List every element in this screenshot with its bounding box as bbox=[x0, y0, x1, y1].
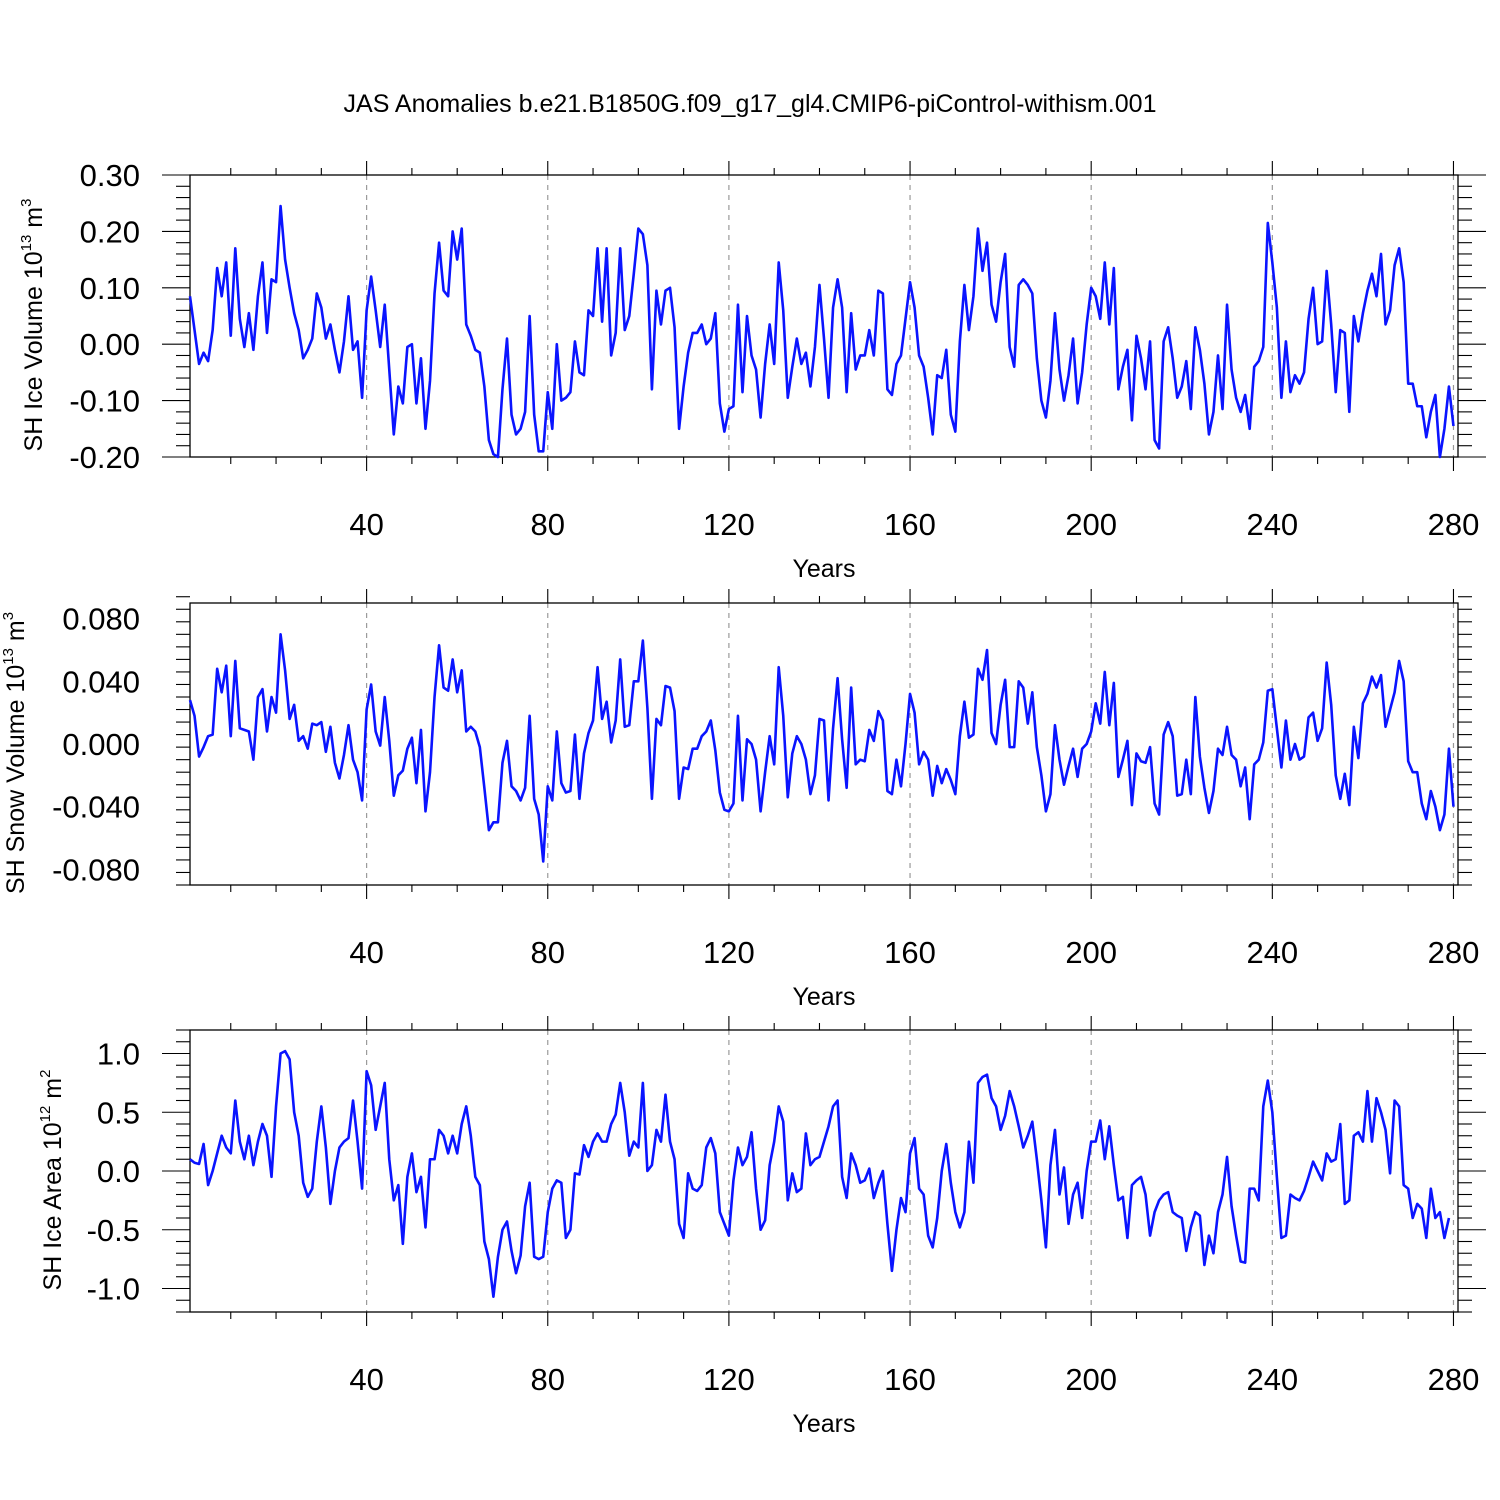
ice-volume-x-tick-label: 240 bbox=[1246, 507, 1298, 542]
snow-volume-x-tick-label: 280 bbox=[1428, 935, 1480, 970]
figure-title: JAS Anomalies b.e21.B1850G.f09_g17_gl4.C… bbox=[344, 90, 1157, 118]
ice-area-x-axis-label: Years bbox=[792, 1410, 855, 1438]
ice-area-line bbox=[189, 1049, 1451, 1299]
ice-volume-plot-frame bbox=[189, 174, 1459, 458]
snow-volume-y-axis-label: SH Snow Volume 1013 m3 bbox=[0, 612, 30, 894]
snow-volume-y-tick-label: 0.040 bbox=[62, 664, 140, 699]
ice-volume-x-axis-label: Years bbox=[792, 555, 855, 583]
snow-volume-grid bbox=[366, 603, 1455, 885]
ice-volume-x-tick-label: 280 bbox=[1428, 507, 1480, 542]
ice-volume-y-axis-label: SH Ice Volume 1013 m3 bbox=[18, 199, 48, 452]
ice-area-y-tick-label: -1.0 bbox=[87, 1272, 140, 1307]
ice-area-y-tick-label: 0.0 bbox=[97, 1154, 140, 1189]
ice-area-y-axis-label: SH Ice Area 1012 m2 bbox=[37, 1070, 67, 1291]
snow-volume-x-tick-labels: 40 80 120 160 200 240 280 bbox=[349, 935, 1479, 970]
snow-volume-panel: 40 80 120 160 200 240 280 -0.080 -0.040 0.000 0.0… bbox=[0, 589, 1479, 1011]
snow-volume-x-tick-label: 40 bbox=[349, 935, 383, 970]
ice-volume-y-tick-label: 0.00 bbox=[80, 327, 140, 362]
ice-volume-x-tick-label: 40 bbox=[349, 507, 383, 542]
ice-area-grid bbox=[366, 1030, 1455, 1312]
snow-volume-ticks bbox=[176, 589, 1472, 899]
ice-volume-y-tick-label: -0.10 bbox=[69, 384, 140, 419]
snow-volume-y-tick-labels: -0.080 -0.040 0.000 0.040 0.080 bbox=[52, 602, 140, 888]
ice-area-x-tick-label: 240 bbox=[1246, 1362, 1298, 1397]
ice-area-plot-frame bbox=[189, 1029, 1459, 1313]
ice-area-x-tick-label: 200 bbox=[1065, 1362, 1117, 1397]
snow-volume-y-tick-label: 0.000 bbox=[62, 727, 140, 762]
ice-volume-x-tick-label: 80 bbox=[531, 507, 565, 542]
snow-volume-y-tick-label: -0.040 bbox=[52, 790, 140, 825]
snow-volume-line bbox=[188, 633, 1455, 863]
snow-volume-x-tick-label: 120 bbox=[703, 935, 755, 970]
ice-area-x-tick-label: 160 bbox=[884, 1362, 936, 1397]
ice-volume-line bbox=[188, 204, 1455, 459]
ice-area-x-tick-label: 120 bbox=[703, 1362, 755, 1397]
ice-volume-y-tick-label: 0.20 bbox=[80, 214, 140, 249]
snow-volume-y-tick-label: -0.080 bbox=[52, 852, 140, 887]
ice-volume-y-tick-label: 0.30 bbox=[80, 158, 140, 193]
snow-volume-y-tick-label: 0.080 bbox=[62, 602, 140, 637]
ice-volume-y-tick-label: -0.20 bbox=[69, 440, 140, 475]
snow-volume-x-axis-label: Years bbox=[792, 983, 855, 1011]
snow-volume-x-tick-label: 80 bbox=[531, 935, 565, 970]
snow-volume-plot-frame bbox=[189, 602, 1459, 886]
snow-volume-x-tick-label: 160 bbox=[884, 935, 936, 970]
ice-volume-y-tick-labels: -0.20 -0.10 0.00 0.10 0.20 0.30 bbox=[69, 158, 140, 475]
ice-volume-y-tick-label: 0.10 bbox=[80, 271, 140, 306]
ice-volume-ticks bbox=[162, 161, 1486, 471]
ice-area-panel: 40 80 120 160 200 240 280 -1.0 -0.5 0.0 0.5 1.0 Ye… bbox=[37, 1016, 1486, 1438]
ice-area-x-tick-label: 280 bbox=[1428, 1362, 1480, 1397]
ice-volume-x-tick-label: 120 bbox=[703, 507, 755, 542]
ice-volume-panel: 40 80 120 160 200 240 280 -0.20 -0.10 0.00 0.10 0.… bbox=[18, 158, 1486, 583]
snow-volume-x-tick-label: 240 bbox=[1246, 935, 1298, 970]
ice-area-y-tick-label: 1.0 bbox=[97, 1037, 140, 1072]
snow-volume-x-tick-label: 200 bbox=[1065, 935, 1117, 970]
ice-volume-x-tick-label: 200 bbox=[1065, 507, 1117, 542]
ice-area-y-tick-labels: -1.0 -0.5 0.0 0.5 1.0 bbox=[87, 1037, 140, 1307]
ice-volume-x-tick-labels: 40 80 120 160 200 240 280 bbox=[349, 507, 1479, 542]
ice-volume-x-tick-label: 160 bbox=[884, 507, 936, 542]
ice-area-y-tick-label: -0.5 bbox=[87, 1213, 140, 1248]
ice-area-ticks bbox=[162, 1016, 1486, 1326]
ice-area-x-tick-label: 40 bbox=[349, 1362, 383, 1397]
ice-area-x-tick-labels: 40 80 120 160 200 240 280 bbox=[349, 1362, 1479, 1397]
ice-area-y-tick-label: 0.5 bbox=[97, 1095, 140, 1130]
ice-area-x-tick-label: 80 bbox=[531, 1362, 565, 1397]
